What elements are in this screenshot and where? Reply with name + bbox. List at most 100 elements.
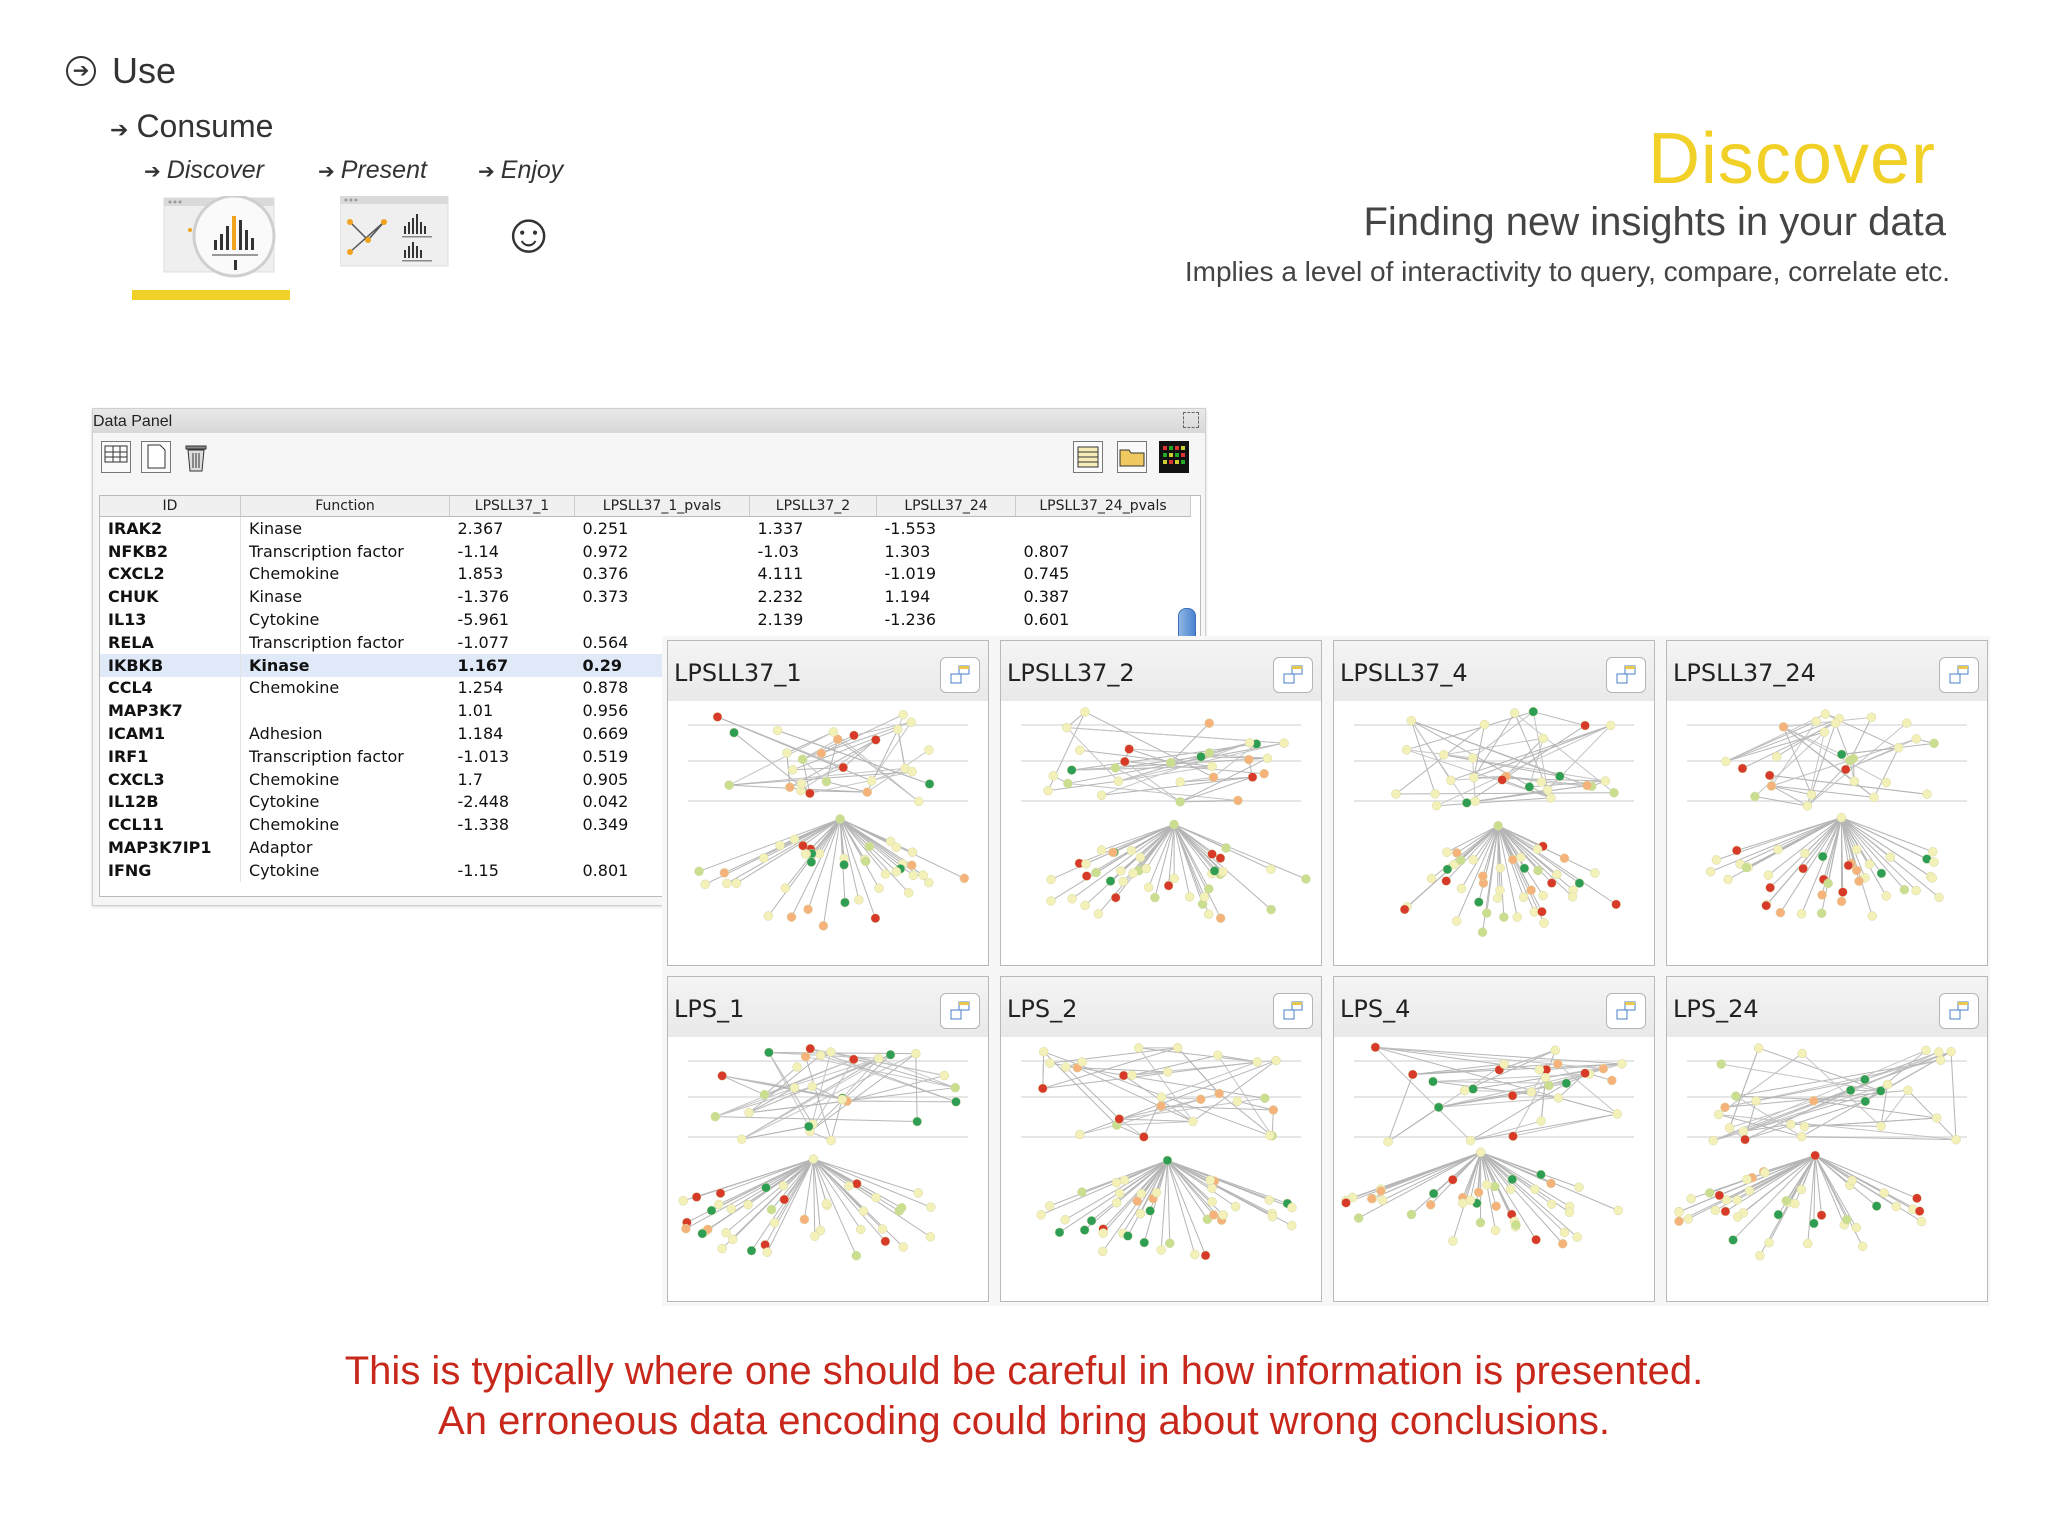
network-node[interactable]	[1797, 1048, 1807, 1059]
network-node[interactable]	[1163, 880, 1174, 891]
network-node[interactable]	[844, 1181, 854, 1191]
maximize-icon[interactable]	[1183, 412, 1199, 428]
network-node[interactable]	[1475, 1217, 1486, 1228]
network-node[interactable]	[1864, 859, 1875, 869]
network-node[interactable]	[759, 853, 769, 863]
network-node[interactable]	[787, 765, 798, 775]
network-node[interactable]	[1111, 1198, 1122, 1208]
smiley-icon[interactable]: ☺	[500, 201, 558, 264]
table-row[interactable]: IRAK2 Kinase 2.367 0.251 1.337 -1.553	[100, 516, 1191, 540]
network-node[interactable]	[1536, 777, 1547, 787]
network-node[interactable]	[1811, 716, 1821, 727]
network-node[interactable]	[1043, 785, 1053, 796]
network-node[interactable]	[1552, 869, 1562, 880]
network-node[interactable]	[1728, 1235, 1738, 1245]
network-node[interactable]	[1893, 742, 1904, 753]
network-node[interactable]	[918, 870, 928, 880]
network-node[interactable]	[1800, 848, 1810, 859]
network-node[interactable]	[913, 1188, 924, 1198]
network-node[interactable]	[1367, 1193, 1377, 1204]
network-node[interactable]	[1751, 1096, 1761, 1106]
network-node[interactable]	[1820, 709, 1831, 719]
network-node[interactable]	[1124, 744, 1134, 754]
network-graph[interactable]	[1001, 1037, 1321, 1301]
network-node[interactable]	[1490, 1181, 1500, 1192]
network-node[interactable]	[1110, 763, 1121, 773]
network-node[interactable]	[1911, 885, 1921, 896]
network-graph[interactable]	[1334, 701, 1654, 965]
network-node[interactable]	[1478, 871, 1488, 881]
network-node[interactable]	[1262, 753, 1273, 764]
network-node[interactable]	[1497, 775, 1507, 785]
network-node[interactable]	[1474, 897, 1484, 907]
network-node[interactable]	[724, 780, 734, 790]
network-node[interactable]	[1428, 1188, 1439, 1199]
network-node[interactable]	[1491, 1201, 1501, 1211]
network-options-icon[interactable]	[1273, 993, 1313, 1029]
network-node[interactable]	[1817, 851, 1828, 862]
network-node[interactable]	[1139, 1132, 1149, 1142]
network-node[interactable]	[1951, 1134, 1961, 1145]
table-row[interactable]: CHUK Kinase -1.376 0.373 2.232 1.194 0.387	[100, 585, 1191, 609]
network-node[interactable]	[1546, 1178, 1556, 1189]
network-node[interactable]	[799, 1214, 810, 1225]
network-node[interactable]	[1431, 800, 1442, 811]
network-node[interactable]	[1287, 1220, 1297, 1231]
network-node[interactable]	[1916, 1216, 1927, 1227]
network-node[interactable]	[1079, 1225, 1090, 1235]
network-node[interactable]	[1430, 789, 1440, 799]
network-node[interactable]	[737, 1134, 747, 1144]
network-node[interactable]	[706, 1205, 717, 1216]
network-node[interactable]	[1081, 871, 1092, 881]
network-node[interactable]	[1830, 718, 1841, 728]
network-node[interactable]	[1499, 912, 1509, 922]
network-node[interactable]	[719, 868, 730, 878]
network-node[interactable]	[1559, 1227, 1570, 1238]
network-node[interactable]	[885, 836, 896, 847]
network-node[interactable]	[1196, 1094, 1206, 1105]
network-node[interactable]	[769, 1218, 780, 1228]
network-node[interactable]	[1838, 887, 1848, 897]
network-node[interactable]	[717, 1071, 727, 1081]
network-graph[interactable]	[668, 701, 988, 965]
network-node[interactable]	[1901, 718, 1912, 728]
network-node[interactable]	[1156, 1092, 1167, 1102]
network-node[interactable]	[803, 904, 813, 915]
network-node[interactable]	[838, 762, 848, 773]
network-node[interactable]	[821, 776, 832, 787]
network-node[interactable]	[815, 1050, 826, 1061]
network-node[interactable]	[880, 869, 891, 879]
column-header[interactable]: LPSLL37_2	[749, 496, 877, 517]
network-node[interactable]	[1469, 772, 1479, 783]
network-options-icon[interactable]	[1606, 657, 1646, 693]
network-node[interactable]	[1048, 771, 1059, 781]
table-row[interactable]: CXCL3 Chemokine 1.7 0.905	[100, 767, 1191, 791]
network-node[interactable]	[792, 1062, 802, 1072]
network-node[interactable]	[1546, 878, 1557, 888]
network-node[interactable]	[1495, 885, 1505, 896]
network-node[interactable]	[786, 912, 797, 922]
network-node[interactable]	[1732, 1195, 1742, 1205]
network-node[interactable]	[1127, 1070, 1137, 1080]
network-node[interactable]	[1946, 1046, 1956, 1057]
network-node[interactable]	[1740, 1134, 1750, 1145]
network-node[interactable]	[1518, 892, 1529, 902]
open-folder-icon[interactable]	[1117, 441, 1147, 473]
network-node[interactable]	[826, 1135, 836, 1146]
network-node[interactable]	[1802, 801, 1813, 811]
network-node[interactable]	[1711, 855, 1722, 865]
data-table-area[interactable]: ID Function LPSLL37_1 LPSLL37_1_pvals LP…	[99, 495, 1201, 897]
network-node[interactable]	[1207, 761, 1217, 772]
network-node[interactable]	[885, 1050, 896, 1060]
network-node[interactable]	[1244, 754, 1254, 765]
network-node[interactable]	[1118, 1070, 1129, 1081]
network-node[interactable]	[1851, 1222, 1862, 1233]
network-node[interactable]	[1162, 1155, 1173, 1166]
network-node[interactable]	[1162, 1067, 1173, 1077]
network-node[interactable]	[1533, 865, 1543, 876]
network-node[interactable]	[1704, 1188, 1715, 1198]
network-node[interactable]	[697, 1228, 708, 1239]
network-node[interactable]	[851, 1250, 862, 1261]
network-node[interactable]	[1516, 852, 1526, 863]
network-node[interactable]	[1526, 885, 1536, 895]
